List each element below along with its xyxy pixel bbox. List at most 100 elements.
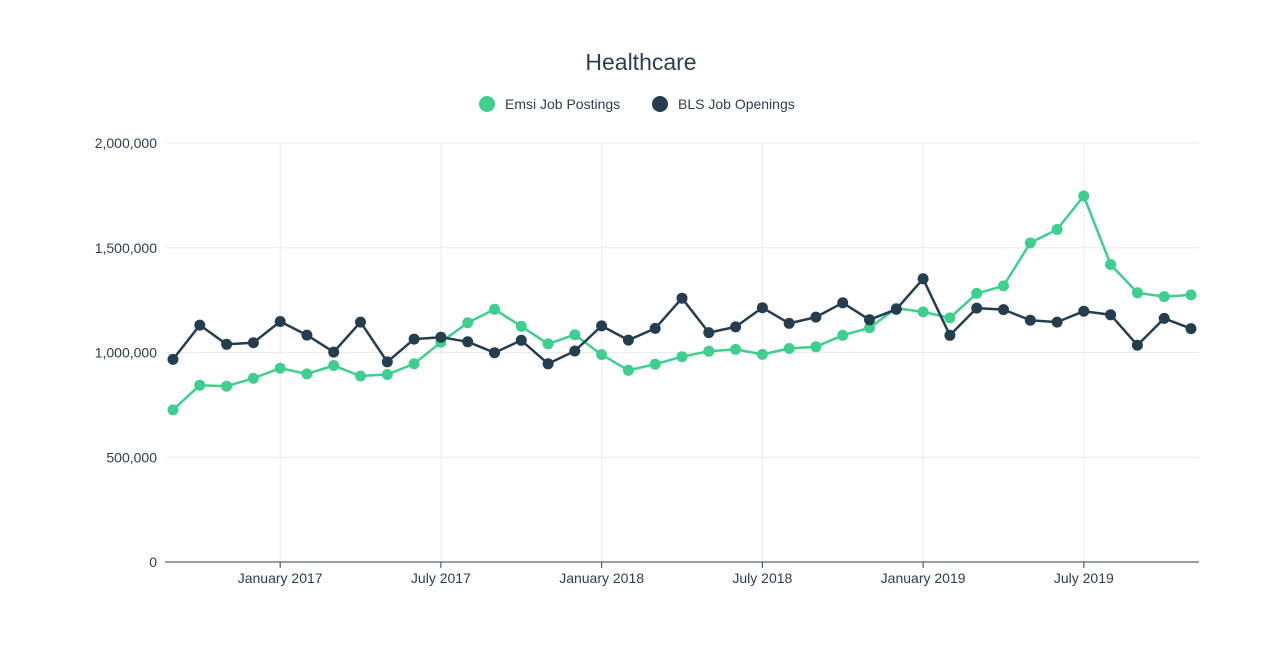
data-point[interactable]: [917, 306, 929, 318]
data-point[interactable]: [890, 303, 902, 315]
data-point[interactable]: [194, 379, 206, 391]
data-point[interactable]: [301, 368, 313, 380]
data-point[interactable]: [408, 358, 420, 370]
series-layer: [167, 190, 1197, 416]
data-point[interactable]: [1024, 314, 1036, 326]
data-point[interactable]: [622, 364, 634, 376]
data-point[interactable]: [622, 334, 634, 346]
y-axis: 0 500,000 1,000,000 1,500,000 2,000,000: [95, 135, 158, 570]
data-point[interactable]: [381, 356, 393, 368]
data-point[interactable]: [328, 346, 340, 358]
data-point[interactable]: [810, 311, 822, 323]
legend-label-emsi: Emsi Job Postings: [505, 96, 620, 112]
data-point[interactable]: [167, 353, 179, 365]
legend-item-bls[interactable]: BLS Job Openings: [652, 96, 795, 112]
data-point[interactable]: [542, 338, 554, 350]
data-point[interactable]: [381, 369, 393, 380]
data-point[interactable]: [837, 297, 849, 309]
data-point[interactable]: [703, 345, 715, 357]
data-point[interactable]: [221, 338, 233, 350]
data-point[interactable]: [1051, 224, 1063, 235]
chart-title: Healthcare: [585, 49, 696, 75]
data-point[interactable]: [1051, 316, 1063, 328]
legend-item-emsi[interactable]: Emsi Job Postings: [479, 96, 620, 112]
data-point[interactable]: [515, 334, 527, 346]
data-point[interactable]: [462, 336, 474, 348]
data-point[interactable]: [971, 302, 983, 314]
data-point[interactable]: [301, 329, 313, 341]
data-point[interactable]: [998, 304, 1009, 316]
data-point[interactable]: [1185, 323, 1197, 335]
series-emsi-job-postings: [167, 190, 1197, 416]
data-point[interactable]: [596, 349, 608, 361]
data-point[interactable]: [1158, 291, 1170, 303]
x-tick-label: January 2018: [559, 570, 644, 586]
data-point[interactable]: [676, 292, 688, 304]
data-point[interactable]: [998, 280, 1009, 292]
data-point[interactable]: [1078, 305, 1090, 317]
data-point[interactable]: [971, 287, 983, 299]
x-tick-label: January 2017: [238, 570, 323, 586]
y-tick-label: 500,000: [106, 449, 157, 465]
data-point[interactable]: [408, 333, 420, 345]
y-tick-label: 2,000,000: [95, 135, 157, 151]
data-point[interactable]: [1158, 312, 1170, 324]
data-point[interactable]: [542, 358, 554, 370]
data-point[interactable]: [864, 322, 875, 334]
data-point[interactable]: [247, 337, 259, 349]
legend-marker-emsi: [479, 96, 495, 112]
data-point[interactable]: [515, 320, 527, 332]
data-point[interactable]: [1131, 339, 1143, 351]
data-point[interactable]: [569, 329, 581, 341]
data-point[interactable]: [1105, 259, 1117, 270]
x-tick-label: July 2019: [1054, 570, 1114, 586]
data-point[interactable]: [489, 303, 500, 315]
x-tick-label: July 2018: [732, 570, 792, 586]
data-point[interactable]: [944, 329, 956, 341]
data-point[interactable]: [730, 343, 742, 355]
data-point[interactable]: [462, 317, 474, 329]
data-point[interactable]: [1078, 190, 1090, 202]
data-point[interactable]: [783, 317, 795, 329]
data-point[interactable]: [274, 362, 286, 374]
data-point[interactable]: [355, 370, 366, 382]
data-point[interactable]: [221, 380, 233, 392]
y-tick-label: 1,500,000: [95, 240, 157, 256]
x-tick-label: January 2019: [881, 570, 966, 586]
data-point[interactable]: [649, 322, 661, 334]
data-point[interactable]: [596, 320, 608, 332]
data-point[interactable]: [194, 319, 206, 331]
x-axis: January 2017 July 2017 January 2018 July 20…: [165, 561, 1199, 586]
data-point[interactable]: [649, 358, 661, 370]
x-tick-label: July 2017: [411, 570, 471, 586]
data-point[interactable]: [917, 273, 929, 285]
data-point[interactable]: [569, 345, 581, 357]
data-point[interactable]: [1105, 309, 1117, 321]
series-line: [172, 277, 1192, 366]
data-point[interactable]: [944, 312, 956, 324]
data-point[interactable]: [837, 329, 849, 341]
series-bls-job-openings: [167, 273, 1197, 370]
data-point[interactable]: [247, 372, 259, 384]
data-point[interactable]: [783, 343, 795, 354]
data-point[interactable]: [328, 360, 340, 371]
legend: Emsi Job Postings BLS Job Openings: [479, 96, 795, 112]
data-point[interactable]: [435, 331, 447, 343]
data-point[interactable]: [810, 341, 822, 353]
y-tick-label: 1,000,000: [95, 345, 157, 361]
data-point[interactable]: [864, 314, 875, 326]
data-point[interactable]: [274, 316, 286, 327]
data-point[interactable]: [703, 327, 715, 339]
data-point[interactable]: [756, 302, 768, 314]
data-point[interactable]: [167, 404, 179, 416]
data-point[interactable]: [489, 347, 500, 359]
data-point[interactable]: [1131, 287, 1143, 299]
data-point[interactable]: [355, 316, 366, 328]
data-point[interactable]: [676, 351, 688, 363]
data-point[interactable]: [1024, 237, 1036, 249]
data-point[interactable]: [756, 348, 768, 360]
data-point[interactable]: [730, 321, 742, 333]
data-point[interactable]: [1185, 289, 1197, 301]
y-tick-label: 0: [149, 554, 157, 570]
